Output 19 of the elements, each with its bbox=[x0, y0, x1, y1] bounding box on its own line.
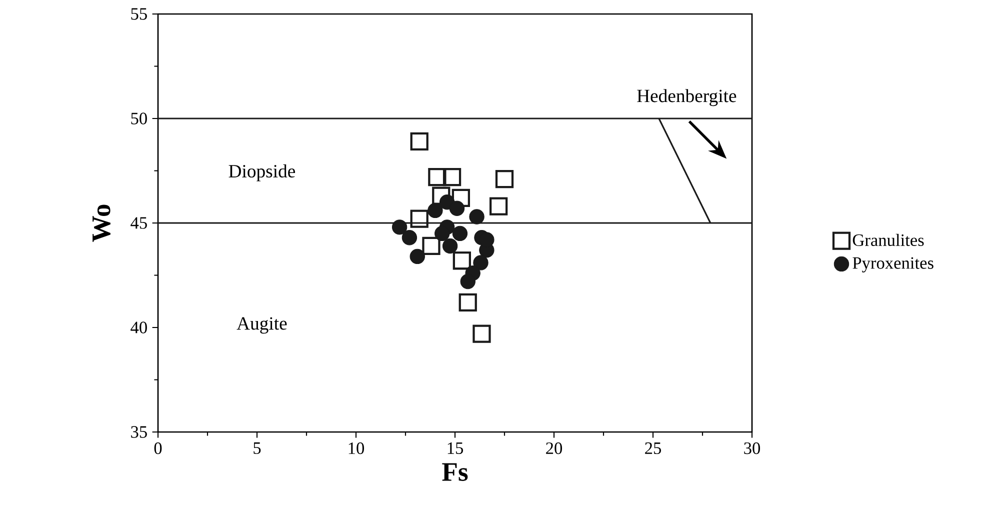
x-tick-label: 5 bbox=[254, 442, 261, 454]
y-tick-label: 50 bbox=[131, 112, 147, 124]
legend-label: Pyroxenites bbox=[852, 257, 934, 272]
legend-label: Granulites bbox=[852, 234, 924, 246]
annotation: Hedenbergite bbox=[637, 89, 736, 106]
y-tick-label: 45 bbox=[130, 217, 147, 229]
x-tick-label: 20 bbox=[546, 442, 562, 454]
x-tick-label: 0 bbox=[154, 442, 162, 454]
y-tick-label: 55 bbox=[131, 8, 147, 20]
x-tick-label: 25 bbox=[645, 442, 661, 454]
y-tick-label: 35 bbox=[131, 426, 147, 438]
x-tick-label: 30 bbox=[744, 442, 760, 454]
annotation: Diopside bbox=[228, 164, 295, 182]
x-tick-label: 10 bbox=[348, 442, 364, 454]
y-axis-title: Wo bbox=[92, 204, 110, 242]
x-tick-label: 15 bbox=[448, 442, 463, 454]
x-axis-title: Fs bbox=[442, 463, 468, 481]
y-tick-label: 40 bbox=[130, 322, 147, 334]
annotation: Augite bbox=[236, 317, 287, 334]
